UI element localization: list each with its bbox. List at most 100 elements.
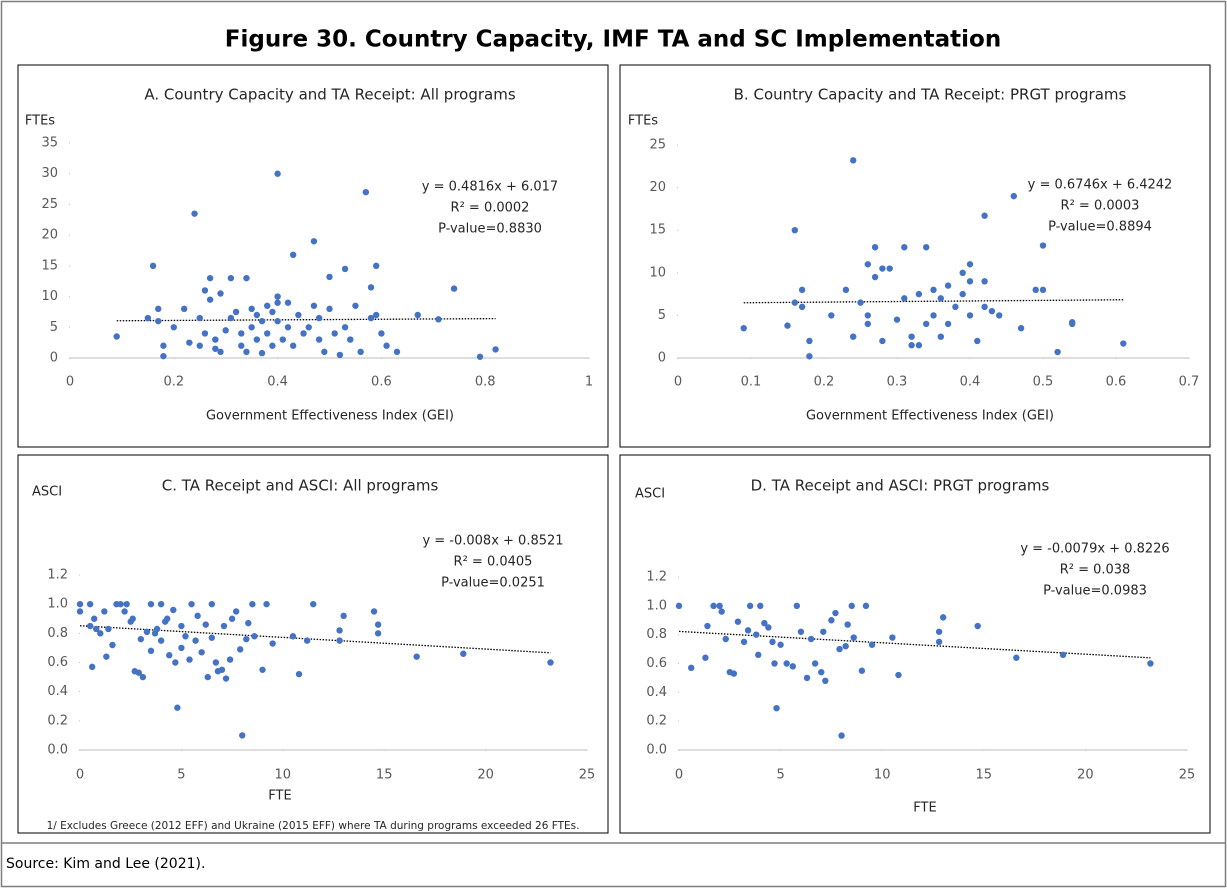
regression-annotation: y = 0.6746x + 6.4242: [1028, 178, 1173, 193]
point: [88, 663, 96, 671]
point: [806, 337, 813, 345]
point: [959, 290, 966, 298]
point: [147, 600, 155, 608]
point: [930, 312, 937, 319]
point: [966, 312, 974, 319]
point: [86, 622, 94, 630]
point: [740, 324, 747, 332]
point: [889, 634, 896, 641]
point: [791, 227, 798, 234]
point: [373, 311, 380, 319]
point: [492, 346, 499, 353]
point: [793, 602, 801, 610]
point: [340, 612, 347, 620]
point: [243, 635, 250, 643]
panel-border: [619, 454, 1211, 834]
point: [139, 673, 147, 681]
x-tick-label: 0.3: [887, 375, 908, 390]
point: [746, 602, 754, 610]
point: [789, 663, 796, 670]
point: [908, 342, 915, 349]
point: [121, 608, 128, 615]
point: [864, 320, 871, 328]
y-tick-label: 0: [658, 351, 666, 366]
point: [143, 628, 151, 636]
point: [192, 637, 199, 644]
point: [828, 617, 835, 624]
point: [797, 628, 805, 635]
y-axis-label: FTEs: [25, 114, 55, 129]
panel-title: A. Country Capacity and TA Receipt: All …: [144, 86, 515, 104]
point: [675, 602, 683, 610]
y-tick-label: 0.4: [47, 684, 68, 699]
point: [687, 664, 695, 672]
point: [1120, 340, 1127, 347]
point: [180, 305, 188, 313]
x-tick-label: 25: [1179, 768, 1196, 783]
point: [966, 278, 974, 285]
point: [347, 336, 354, 343]
point: [310, 238, 318, 245]
y-tick-label: 1.2: [47, 568, 68, 583]
point: [722, 635, 729, 643]
point: [836, 645, 843, 653]
point: [798, 303, 806, 311]
y-tick-label: 1.0: [47, 597, 68, 612]
point: [879, 337, 886, 345]
point: [1039, 242, 1047, 249]
regression-annotation: P-value=0.8894: [1048, 220, 1152, 235]
point: [103, 653, 110, 660]
point: [174, 704, 181, 711]
point: [206, 296, 214, 303]
point: [939, 614, 947, 621]
y-tick-label: 25: [41, 197, 58, 212]
point: [734, 618, 742, 625]
point: [228, 615, 236, 622]
point: [923, 320, 930, 328]
trendline: [116, 317, 496, 322]
y-tick-label: 1.2: [646, 570, 667, 585]
point: [232, 608, 240, 615]
point: [753, 631, 760, 638]
point: [321, 348, 328, 356]
y-axis-label: ASCI: [32, 485, 62, 500]
point: [76, 608, 84, 615]
point: [374, 621, 382, 628]
y-tick-label: 0.6: [646, 656, 667, 671]
panel-border: [17, 64, 609, 448]
x-tick-label: 5: [776, 768, 784, 783]
point: [147, 647, 155, 655]
point: [259, 666, 266, 673]
x-tick-label: 0.5: [1033, 375, 1054, 390]
point: [212, 659, 220, 666]
point: [212, 336, 219, 343]
point: [201, 287, 209, 294]
point: [871, 244, 879, 251]
point: [832, 609, 839, 617]
point: [893, 316, 901, 323]
panel-title: B. Country Capacity and TA Receipt: PRGT…: [734, 86, 1127, 104]
point: [798, 286, 806, 294]
point: [981, 303, 988, 311]
x-tick-label: 15: [976, 768, 993, 783]
y-tick-label: 30: [41, 166, 58, 181]
x-tick-label: 0.8: [475, 375, 496, 390]
point: [239, 732, 246, 739]
point: [1039, 286, 1047, 294]
x-tick-label: 0: [76, 768, 84, 783]
x-tick-label: 5: [177, 768, 185, 783]
y-tick-label: 0.2: [646, 714, 667, 729]
point: [413, 653, 420, 660]
x-tick-label: 0.4: [960, 375, 981, 390]
x-tick-label: 0: [66, 375, 74, 390]
point: [166, 652, 173, 659]
y-tick-label: 0.4: [646, 685, 667, 700]
point: [784, 322, 791, 329]
point: [202, 621, 209, 628]
point: [393, 348, 401, 356]
regression-annotation: P-value=0.8830: [438, 222, 542, 237]
point: [1032, 286, 1039, 294]
point: [944, 320, 952, 328]
y-axis-label: ASCI: [635, 487, 665, 502]
